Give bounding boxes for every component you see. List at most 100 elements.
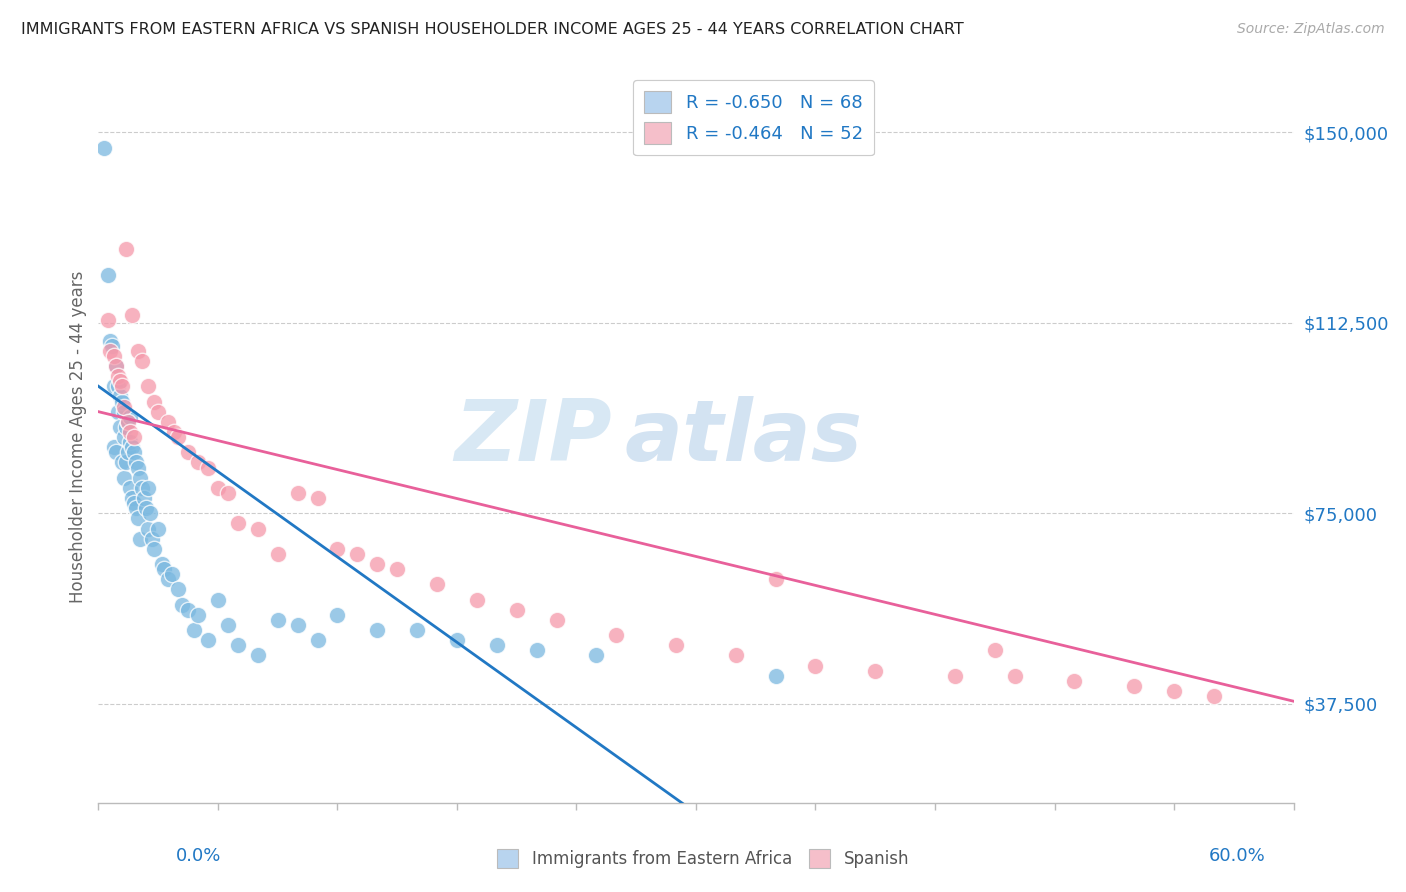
- Point: [665, 638, 688, 652]
- Point: [141, 532, 163, 546]
- Point: [117, 415, 139, 429]
- Point: [1202, 689, 1225, 703]
- Point: [112, 405, 135, 419]
- Point: [157, 572, 180, 586]
- Point: [107, 379, 129, 393]
- Point: [765, 669, 787, 683]
- Point: [129, 532, 152, 546]
- Point: [115, 242, 138, 256]
- Point: [465, 592, 488, 607]
- Point: [97, 313, 120, 327]
- Point: [153, 562, 176, 576]
- Point: [187, 455, 209, 469]
- Point: [98, 343, 122, 358]
- Point: [129, 471, 152, 485]
- Point: [366, 623, 388, 637]
- Point: [117, 415, 139, 429]
- Point: [366, 557, 388, 571]
- Point: [125, 501, 148, 516]
- Point: [267, 547, 290, 561]
- Point: [546, 613, 568, 627]
- Point: [121, 308, 143, 322]
- Point: [120, 409, 142, 424]
- Point: [1063, 673, 1085, 688]
- Point: [167, 582, 190, 597]
- Point: [506, 603, 529, 617]
- Point: [943, 669, 966, 683]
- Point: [107, 369, 129, 384]
- Point: [143, 541, 166, 556]
- Point: [148, 521, 170, 535]
- Point: [207, 592, 229, 607]
- Y-axis label: Householder Income Ages 25 - 44 years: Householder Income Ages 25 - 44 years: [69, 271, 87, 603]
- Point: [183, 623, 205, 637]
- Point: [197, 633, 219, 648]
- Point: [865, 664, 887, 678]
- Point: [385, 562, 409, 576]
- Point: [105, 359, 128, 373]
- Text: Source: ZipAtlas.com: Source: ZipAtlas.com: [1237, 22, 1385, 37]
- Point: [287, 618, 309, 632]
- Point: [167, 430, 190, 444]
- Point: [765, 572, 787, 586]
- Point: [207, 481, 229, 495]
- Point: [177, 445, 200, 459]
- Point: [121, 440, 143, 454]
- Point: [139, 506, 162, 520]
- Point: [112, 471, 135, 485]
- Point: [1004, 669, 1026, 683]
- Point: [326, 607, 349, 622]
- Point: [177, 603, 200, 617]
- Point: [111, 379, 134, 393]
- Legend: R = -0.650   N = 68, R = -0.464   N = 52: R = -0.650 N = 68, R = -0.464 N = 52: [633, 80, 873, 155]
- Point: [117, 445, 139, 459]
- Point: [287, 486, 309, 500]
- Point: [197, 460, 219, 475]
- Point: [326, 541, 349, 556]
- Point: [112, 400, 135, 414]
- Text: 0.0%: 0.0%: [176, 847, 221, 865]
- Point: [150, 557, 173, 571]
- Point: [110, 420, 132, 434]
- Point: [187, 607, 209, 622]
- Point: [127, 511, 149, 525]
- Point: [346, 547, 368, 561]
- Point: [160, 567, 183, 582]
- Text: ZIP: ZIP: [454, 395, 613, 479]
- Point: [157, 415, 180, 429]
- Point: [101, 338, 124, 352]
- Point: [93, 140, 115, 154]
- Point: [426, 577, 449, 591]
- Point: [526, 643, 548, 657]
- Point: [724, 648, 747, 663]
- Point: [124, 496, 146, 510]
- Point: [103, 349, 125, 363]
- Point: [148, 405, 170, 419]
- Point: [246, 521, 269, 535]
- Point: [125, 455, 148, 469]
- Point: [124, 430, 146, 444]
- Point: [485, 638, 508, 652]
- Text: atlas: atlas: [624, 395, 862, 479]
- Text: 60.0%: 60.0%: [1209, 847, 1265, 865]
- Point: [127, 460, 149, 475]
- Point: [105, 359, 128, 373]
- Point: [406, 623, 429, 637]
- Point: [446, 633, 468, 648]
- Point: [134, 491, 156, 505]
- Point: [120, 435, 142, 450]
- Point: [267, 613, 290, 627]
- Point: [1123, 679, 1146, 693]
- Point: [121, 491, 143, 505]
- Point: [585, 648, 607, 663]
- Point: [107, 405, 129, 419]
- Point: [136, 521, 159, 535]
- Point: [605, 628, 627, 642]
- Text: IMMIGRANTS FROM EASTERN AFRICA VS SPANISH HOUSEHOLDER INCOME AGES 25 - 44 YEARS : IMMIGRANTS FROM EASTERN AFRICA VS SPANIS…: [21, 22, 965, 37]
- Point: [103, 379, 125, 393]
- Point: [226, 638, 249, 652]
- Point: [124, 445, 146, 459]
- Point: [105, 445, 128, 459]
- Point: [143, 394, 166, 409]
- Point: [804, 658, 827, 673]
